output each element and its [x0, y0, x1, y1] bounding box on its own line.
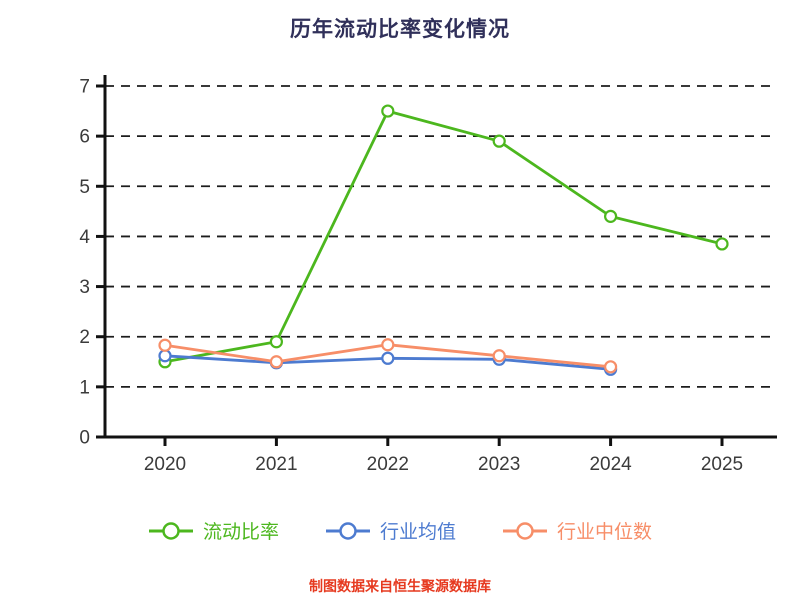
- current-ratio-line: [164, 109, 723, 364]
- gridlines: [105, 85, 772, 388]
- y-tick-label: 1: [79, 377, 90, 398]
- y-tick-label: 5: [79, 177, 90, 198]
- x-tick-label: 2024: [589, 454, 632, 475]
- x-tick-label: 2022: [367, 454, 409, 475]
- current-ratio-marker: [603, 209, 618, 223]
- x-axis-ticks: 2020 2021 2022 2023 2024 2025: [144, 437, 743, 475]
- legend-label-current-ratio: 流动比率: [202, 522, 279, 543]
- x-tick-label: 2021: [255, 454, 297, 475]
- y-tick-label: 4: [79, 227, 90, 248]
- x-tick-label: 2025: [701, 454, 743, 475]
- industry-median-series: [158, 338, 618, 374]
- y-tick-label: 7: [79, 77, 90, 98]
- current-ratio-marker: [715, 237, 729, 251]
- y-tick-label: 6: [79, 127, 90, 148]
- current-ratio-legend-marker-icon: [148, 521, 193, 540]
- legend-item-industry-median: 行业中位数: [502, 517, 652, 544]
- industry-avg-marker: [158, 349, 172, 363]
- current-ratio-marker: [381, 104, 395, 118]
- data-source-caption: 制图数据来自恒生聚源数据库: [309, 578, 491, 594]
- y-tick-label: 2: [79, 327, 90, 348]
- y-axis-ticks: 0 1 2 3 4 5 6 7: [79, 77, 105, 449]
- current-ratio-series: [158, 104, 729, 369]
- legend-label-industry-median: 行业中位数: [557, 522, 653, 543]
- legend-item-current-ratio: 流动比率: [148, 517, 279, 544]
- industry-median-marker: [603, 360, 618, 374]
- y-tick-label: 0: [79, 428, 90, 449]
- industry-avg-legend-marker-icon: [325, 521, 370, 540]
- industry-avg-marker: [381, 351, 395, 365]
- y-tick-label: 3: [79, 277, 90, 298]
- axes: [103, 75, 777, 439]
- current-ratio-marker: [269, 335, 283, 349]
- x-tick-label: 2020: [144, 454, 186, 475]
- x-tick-label: 2023: [478, 454, 520, 475]
- current-ratio-marker: [492, 134, 506, 148]
- industry-median-marker: [381, 338, 395, 352]
- industry-median-legend-marker-icon: [503, 521, 547, 540]
- legend: 流动比率 行业均值 行业中位数: [0, 517, 800, 544]
- chart-title: 历年流动比率变化情况: [290, 18, 510, 41]
- legend-item-industry-avg: 行业均值: [325, 517, 456, 544]
- legend-label-industry-avg: 行业均值: [379, 522, 456, 543]
- industry-median-marker: [158, 338, 172, 352]
- industry-median-marker: [492, 349, 506, 363]
- industry-median-marker: [269, 355, 283, 369]
